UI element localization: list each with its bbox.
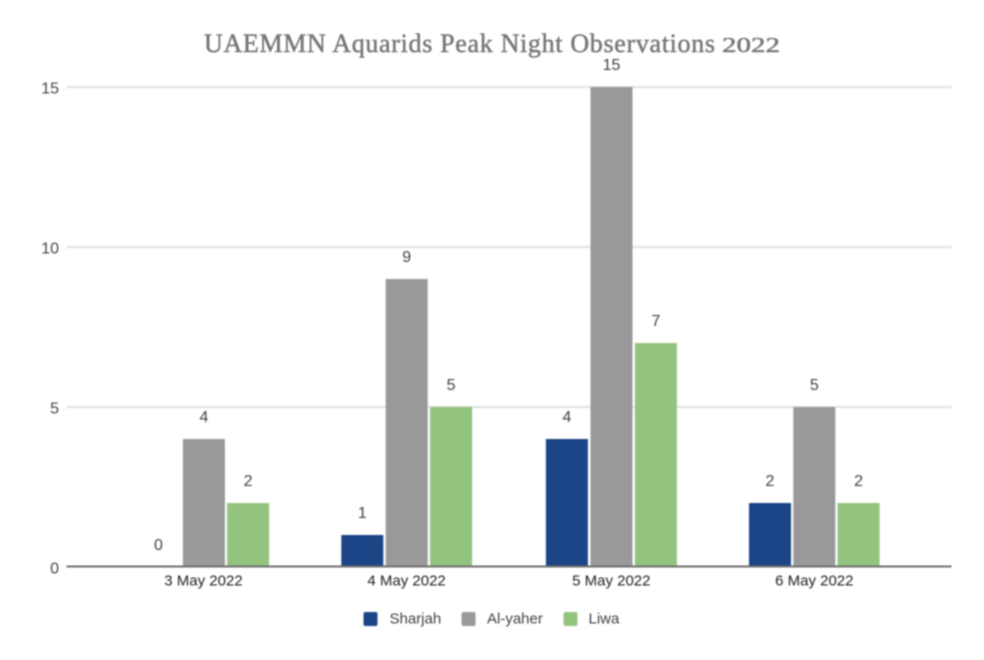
svg-text:5: 5	[50, 400, 59, 417]
svg-text:7: 7	[651, 313, 660, 330]
svg-text:4: 4	[562, 409, 571, 426]
svg-text:0: 0	[50, 560, 59, 577]
svg-text:5 May 2022: 5 May 2022	[572, 573, 650, 590]
svg-text:4 May 2022: 4 May 2022	[367, 573, 445, 590]
svg-text:Liwa: Liwa	[589, 611, 621, 628]
svg-text:2: 2	[244, 473, 253, 490]
svg-text:2: 2	[854, 473, 863, 490]
svg-text:5: 5	[447, 377, 456, 394]
svg-text:5: 5	[810, 377, 819, 394]
svg-text:15: 15	[41, 80, 59, 97]
svg-text:15: 15	[603, 57, 621, 74]
svg-text:3 May 2022: 3 May 2022	[164, 573, 242, 590]
svg-text:UAEMMN Aquarids Peak Night Obs: UAEMMN Aquarids Peak Night Observations	[204, 29, 715, 58]
svg-text:4: 4	[199, 409, 208, 426]
svg-text:1: 1	[358, 505, 367, 522]
svg-text:Sharjah: Sharjah	[390, 611, 442, 628]
svg-text:9: 9	[402, 249, 411, 266]
svg-text:0: 0	[154, 537, 163, 554]
svg-text:2022: 2022	[722, 34, 780, 57]
svg-text:Al-yaher: Al-yaher	[487, 611, 543, 628]
svg-text:6 May 2022: 6 May 2022	[775, 573, 853, 590]
svg-text:2: 2	[766, 473, 775, 490]
svg-text:10: 10	[41, 240, 59, 257]
